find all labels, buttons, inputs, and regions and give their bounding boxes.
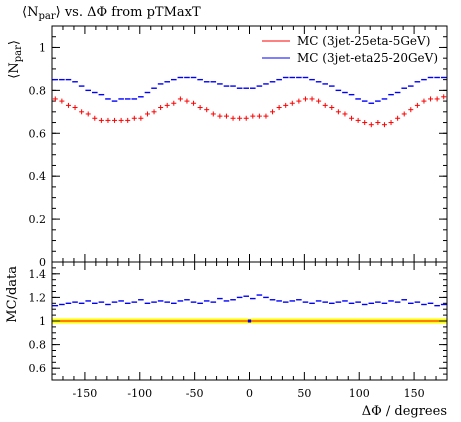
red-series-point	[59, 98, 65, 104]
red-series-point	[217, 113, 223, 119]
red-series-point	[250, 113, 256, 119]
red-series-point	[375, 120, 381, 126]
main-y-tick-label: 0	[39, 256, 46, 269]
x-axis-label: ΔΦ / degrees	[362, 404, 447, 419]
ratio-x-tick-label: 150	[404, 387, 425, 400]
legend: MC (3jet-25eta-5GeV) MC (3jet-eta25-20Ge…	[262, 34, 438, 65]
red-series-point	[85, 111, 91, 117]
red-series-point	[263, 113, 269, 119]
red-series-point	[158, 105, 164, 111]
ratio-x-tick-label: -150	[73, 387, 98, 400]
red-series-point	[421, 98, 427, 104]
red-series-point	[395, 115, 401, 121]
red-series-point	[309, 96, 315, 102]
red-series-point	[138, 115, 144, 121]
red-series-point	[283, 102, 289, 108]
red-series-point	[342, 111, 348, 117]
main-y-axis: 0 0.2 0.4 0.6 0.8 1	[29, 25, 447, 269]
red-series-point	[112, 117, 118, 123]
red-series-point	[230, 115, 236, 121]
red-series-point	[434, 96, 440, 102]
red-series-point	[191, 100, 197, 106]
red-series-point	[381, 122, 387, 128]
red-series-point	[144, 111, 150, 117]
ratio-y-axis-label: MC/data	[5, 266, 20, 323]
red-series-point	[276, 105, 282, 111]
main-x-axis-ticks	[62, 26, 437, 262]
red-series-point	[125, 117, 131, 123]
ratio-y-axis: 0.6 0.8 1 1.2 1.4	[29, 267, 447, 375]
red-series-point	[52, 96, 58, 102]
red-series-point	[428, 96, 434, 102]
red-series-point	[322, 102, 328, 108]
red-series-point	[204, 107, 210, 113]
red-series-point	[92, 115, 98, 121]
red-series-point	[223, 113, 229, 119]
ratio-x-axis: -150 -100 -50 0 50 100 150	[62, 262, 437, 400]
red-series-point	[177, 96, 183, 102]
red-series-point	[65, 102, 71, 108]
main-series-group	[52, 76, 447, 128]
red-series-point	[171, 100, 177, 106]
ratio-y-tick-label: 0.8	[29, 339, 47, 352]
red-series-point	[408, 107, 414, 113]
ratio-y-tick-label: 0.6	[29, 362, 47, 375]
chart-title: ⟨Npar⟩ vs. ΔΦ from pTMaxT	[22, 5, 201, 22]
red-series-point	[316, 98, 322, 104]
ratio-x-tick-label: 50	[297, 387, 311, 400]
red-series-point	[256, 113, 262, 119]
ratio-x-tick-label: 100	[349, 387, 370, 400]
ratio-series-group	[52, 294, 447, 307]
ratio-panel: 0.6 0.8 1 1.2 1.4 -150 -100 -50 0 50 100 150 MC/da…	[5, 261, 448, 419]
red-series-point	[388, 120, 394, 126]
ratio-y-tick-label: 1	[39, 315, 46, 328]
red-series-point	[270, 109, 276, 115]
main-y-tick-label: 1	[39, 41, 46, 54]
legend-blue-label: MC (3jet-eta25-20GeV)	[297, 51, 438, 65]
ratio-reference-band	[52, 318, 447, 324]
red-series-point	[72, 105, 78, 111]
ratio-y-tick-label: 1.4	[29, 268, 47, 281]
red-series-point	[118, 117, 124, 123]
red-series-point	[105, 117, 111, 123]
main-y-axis-label: ⟨Npar⟩	[7, 40, 24, 79]
legend-red-label: MC (3jet-25eta-5GeV)	[297, 34, 430, 48]
red-series-point	[98, 117, 104, 123]
red-series-point	[401, 111, 407, 117]
red-series-point	[289, 100, 295, 106]
red-series-point	[131, 115, 137, 121]
red-series-point	[349, 115, 355, 121]
red-series-point	[151, 109, 157, 115]
red-series-point	[302, 96, 308, 102]
ratio-x-tick-label: -50	[186, 387, 204, 400]
main-y-tick-label: 0.8	[29, 84, 47, 97]
ratio-x-tick-label: 0	[246, 387, 253, 400]
red-series-point	[329, 105, 335, 111]
red-series-point	[414, 102, 420, 108]
red-series-point	[441, 94, 447, 100]
main-y-tick-label: 0.4	[29, 170, 47, 183]
main-panel: 0 0.2 0.4 0.6 0.8 1 ⟨Npar⟩ MC (3jet-25eta-5Ge…	[7, 25, 448, 269]
red-series-point	[210, 111, 216, 117]
ratio-y-tick-label: 1.2	[29, 291, 47, 304]
red-series-point	[355, 117, 361, 123]
main-y-tick-label: 0.6	[29, 127, 47, 140]
ratio-x-tick-label: -100	[127, 387, 152, 400]
red-series-point	[296, 98, 302, 104]
red-series-point	[243, 115, 249, 121]
main-y-tick-label: 0.2	[29, 213, 47, 226]
red-series-point	[164, 102, 170, 108]
ratio-band-center-marker	[247, 319, 252, 323]
red-series-point	[362, 120, 368, 126]
red-series-point	[335, 109, 341, 115]
red-series-point	[237, 115, 243, 121]
red-series-point	[184, 98, 190, 104]
red-series-point	[79, 109, 85, 115]
red-series-point	[197, 105, 203, 111]
red-series-point	[368, 122, 374, 128]
